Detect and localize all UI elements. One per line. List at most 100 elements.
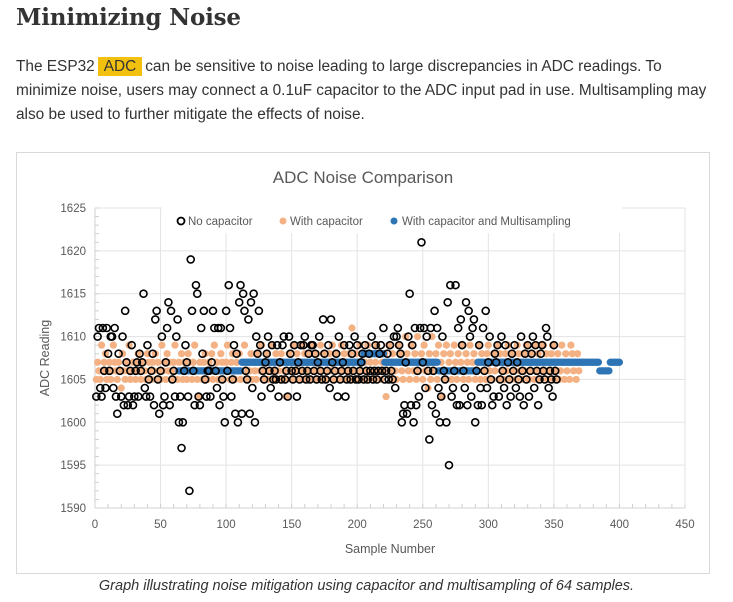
point-with-capacitor — [210, 341, 218, 349]
point-with-capacitor — [554, 350, 562, 358]
point-with-capacitor — [366, 358, 374, 366]
point-with-capacitor — [440, 350, 448, 358]
point-with-capacitor — [491, 367, 499, 375]
point-no-capacitor — [272, 340, 282, 350]
point-no-capacitor — [313, 357, 323, 367]
point-no-capacitor — [490, 349, 500, 359]
point-no-capacitor — [432, 323, 442, 333]
point-with-capacitor — [252, 375, 260, 384]
point-no-capacitor — [533, 400, 543, 410]
point-no-capacitor — [451, 280, 460, 290]
point-with-capacitor — [526, 367, 534, 375]
intro-paragraph: The ESP32 ADC can be sensitive to noise le… — [16, 55, 721, 127]
point-with-capacitor — [513, 341, 521, 349]
point-no-capacitor — [217, 375, 227, 384]
point-no-capacitor — [463, 400, 472, 410]
point-with-capacitor — [563, 367, 571, 375]
point-no-capacitor — [516, 332, 526, 341]
point-no-capacitor — [425, 435, 434, 444]
point-no-capacitor — [237, 409, 247, 419]
point-with-capacitor — [200, 358, 208, 366]
point-no-capacitor — [507, 349, 517, 359]
point-with-capacitor — [205, 358, 213, 366]
point-with-capacitor — [345, 350, 353, 358]
point-no-capacitor — [132, 357, 142, 367]
point-with-capacitor — [154, 358, 162, 366]
point-no-capacitor — [362, 366, 371, 376]
point-no-capacitor — [198, 349, 207, 359]
point-with-capacitor — [466, 341, 474, 349]
point-multisampling — [433, 358, 441, 366]
point-with-capacitor — [332, 350, 340, 358]
point-no-capacitor — [93, 332, 102, 341]
point-no-capacitor — [381, 366, 391, 376]
point-no-capacitor — [421, 383, 430, 393]
point-multisampling — [605, 367, 613, 375]
point-no-capacitor — [128, 400, 138, 410]
point-with-capacitor — [406, 375, 414, 384]
point-with-capacitor — [194, 392, 203, 401]
point-with-capacitor — [316, 341, 325, 349]
point-no-capacitor — [301, 375, 311, 384]
point-no-capacitor — [175, 392, 185, 401]
point-with-capacitor — [364, 341, 372, 349]
point-no-capacitor — [470, 417, 480, 427]
point-no-capacitor — [354, 375, 363, 384]
point-no-capacitor — [346, 375, 355, 384]
point-no-capacitor — [368, 375, 378, 384]
point-no-capacitor — [372, 375, 382, 384]
point-with-capacitor — [512, 375, 520, 384]
point-no-capacitor — [248, 383, 257, 393]
point-no-capacitor — [512, 357, 522, 367]
point-with-capacitor — [417, 350, 426, 358]
point-with-capacitor — [175, 358, 183, 366]
point-with-capacitor — [167, 367, 175, 375]
x-tick-label: 400 — [610, 519, 629, 531]
point-no-capacitor — [170, 392, 180, 401]
point-no-capacitor — [456, 315, 466, 324]
point-no-capacitor — [495, 375, 505, 384]
point-with-capacitor — [533, 367, 541, 375]
point-no-capacitor — [413, 366, 422, 376]
paragraph-text-end: can be sensitive to noise leading to lar… — [16, 58, 707, 123]
point-no-capacitor — [219, 392, 228, 401]
point-with-capacitor — [382, 392, 390, 401]
point-no-capacitor — [255, 340, 265, 350]
point-no-capacitor — [523, 340, 532, 350]
point-no-capacitor — [465, 332, 475, 341]
point-no-capacitor — [249, 289, 258, 299]
point-no-capacitor — [322, 366, 332, 376]
point-no-capacitor — [397, 417, 407, 427]
point-with-capacitor — [198, 375, 207, 384]
point-no-capacitor — [406, 400, 416, 410]
point-with-capacitor — [567, 341, 575, 349]
point-no-capacitor — [275, 357, 285, 367]
point-with-capacitor — [478, 350, 486, 358]
point-no-capacitor — [498, 366, 508, 376]
point-no-capacitor — [440, 375, 450, 384]
point-no-capacitor — [271, 375, 281, 384]
point-no-capacitor — [436, 392, 446, 401]
point-no-capacitor — [460, 383, 470, 393]
point-no-capacitor — [537, 340, 547, 350]
point-no-capacitor — [324, 340, 333, 350]
point-with-capacitor — [432, 350, 440, 358]
point-with-capacitor — [156, 375, 165, 384]
point-no-capacitor — [233, 417, 243, 427]
point-no-capacitor — [262, 349, 272, 359]
point-no-capacitor — [236, 280, 245, 290]
point-with-capacitor — [226, 375, 234, 384]
point-with-capacitor — [441, 375, 449, 384]
point-no-capacitor — [446, 280, 455, 290]
point-with-capacitor — [168, 375, 176, 384]
point-with-capacitor — [100, 358, 108, 366]
point-no-capacitor — [529, 383, 539, 393]
point-no-capacitor — [130, 392, 139, 401]
paragraph-text-start: The ESP32 — [16, 58, 95, 75]
series-multisampling — [175, 350, 624, 375]
point-with-capacitor — [217, 350, 225, 358]
point-with-capacitor — [525, 375, 533, 384]
point-no-capacitor — [461, 297, 471, 307]
y-tick-label: 1625 — [60, 203, 86, 215]
point-with-capacitor — [573, 350, 582, 358]
